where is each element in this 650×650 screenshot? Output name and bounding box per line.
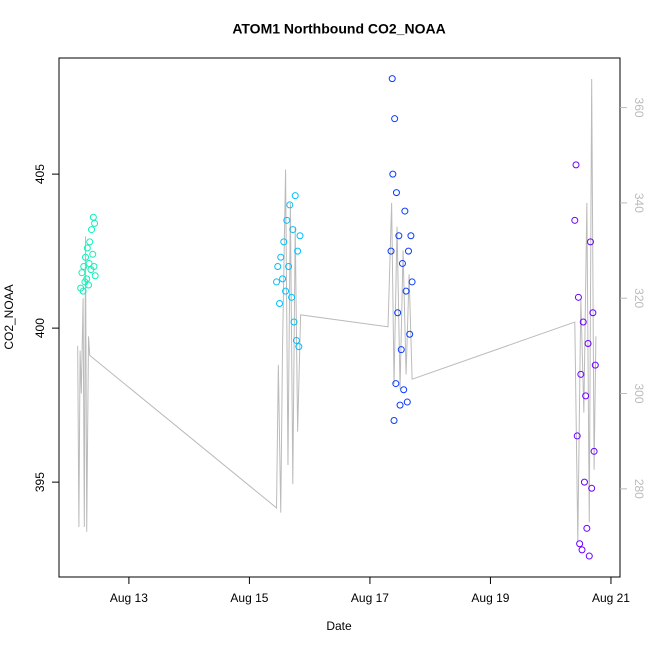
data-point — [91, 272, 99, 280]
data-point — [389, 170, 397, 178]
data-point — [283, 216, 291, 224]
data-point — [291, 192, 299, 200]
data-point — [572, 161, 580, 169]
data-point — [390, 417, 398, 425]
data-point — [279, 275, 287, 283]
data-point — [400, 386, 408, 394]
data-point — [85, 259, 93, 267]
data-point — [589, 309, 597, 317]
data-point — [394, 309, 402, 317]
data-point — [91, 219, 99, 227]
data-point — [83, 244, 91, 252]
data-point — [582, 392, 590, 400]
x-axis-label: Date — [326, 619, 352, 633]
data-point — [408, 278, 416, 286]
data-point — [583, 524, 591, 532]
y2-tick-label: 320 — [632, 288, 646, 308]
data-point — [90, 263, 98, 271]
data-point — [277, 253, 285, 261]
data-point — [402, 287, 410, 295]
data-point — [392, 380, 400, 388]
data-point — [580, 478, 588, 486]
data-point — [397, 346, 405, 354]
chart-title: ATOM1 Northbound CO2_NOAA — [232, 21, 445, 37]
data-point — [588, 484, 596, 492]
data-point — [285, 263, 293, 271]
data-point — [395, 232, 403, 240]
y2-tick-label: 280 — [632, 479, 646, 499]
data-point — [286, 201, 294, 209]
data-point — [89, 213, 97, 221]
series-line — [77, 78, 597, 542]
data-point — [398, 259, 406, 267]
data-point — [403, 398, 411, 406]
data-point — [288, 293, 296, 301]
data-point — [578, 546, 586, 554]
data-point — [407, 232, 415, 240]
data-point — [585, 552, 593, 560]
y2-tick-label: 360 — [632, 98, 646, 118]
y-axis-label: CO2_NOAA — [2, 284, 16, 349]
x-tick-label: Aug 19 — [471, 591, 509, 605]
data-point — [282, 287, 290, 295]
data-point — [388, 75, 396, 83]
data-point — [292, 336, 300, 344]
data-point — [586, 238, 594, 246]
data-point — [274, 263, 282, 271]
y2-tick-label: 340 — [632, 193, 646, 213]
data-point — [401, 207, 409, 215]
data-point — [289, 226, 297, 234]
data-point — [573, 432, 581, 440]
data-point — [280, 238, 288, 246]
data-point — [296, 232, 304, 240]
data-point — [590, 447, 598, 455]
y-tick-label: 400 — [33, 318, 47, 338]
plot-frame — [58, 57, 621, 578]
data-point — [392, 189, 400, 197]
data-point — [591, 361, 599, 369]
data-point — [584, 340, 592, 348]
y-tick-label: 405 — [33, 164, 47, 184]
data-point — [576, 540, 584, 548]
data-point — [89, 250, 97, 258]
data-point — [391, 115, 399, 123]
data-point — [86, 238, 94, 246]
data-point — [79, 287, 87, 295]
x-tick-label: Aug 13 — [110, 591, 148, 605]
x-tick-label: Aug 17 — [351, 591, 389, 605]
data-point — [290, 318, 298, 326]
data-point — [396, 401, 404, 409]
data-point — [387, 247, 395, 255]
y-tick-label: 395 — [33, 472, 47, 492]
data-point — [294, 247, 302, 255]
x-tick-label: Aug 21 — [592, 591, 630, 605]
data-point — [571, 216, 579, 224]
x-tick-label: Aug 15 — [230, 591, 268, 605]
data-point — [295, 343, 303, 351]
y2-tick-label: 300 — [632, 383, 646, 403]
data-point — [82, 253, 90, 261]
data-point — [80, 263, 88, 271]
data-point — [273, 278, 281, 286]
data-point — [276, 299, 284, 307]
data-point — [83, 275, 91, 283]
data-point — [577, 370, 585, 378]
data-point — [85, 281, 93, 289]
data-point — [404, 247, 412, 255]
data-point — [88, 226, 96, 234]
data-point — [579, 318, 587, 326]
data-point — [574, 293, 582, 301]
data-point — [78, 269, 86, 277]
data-point — [406, 330, 414, 338]
